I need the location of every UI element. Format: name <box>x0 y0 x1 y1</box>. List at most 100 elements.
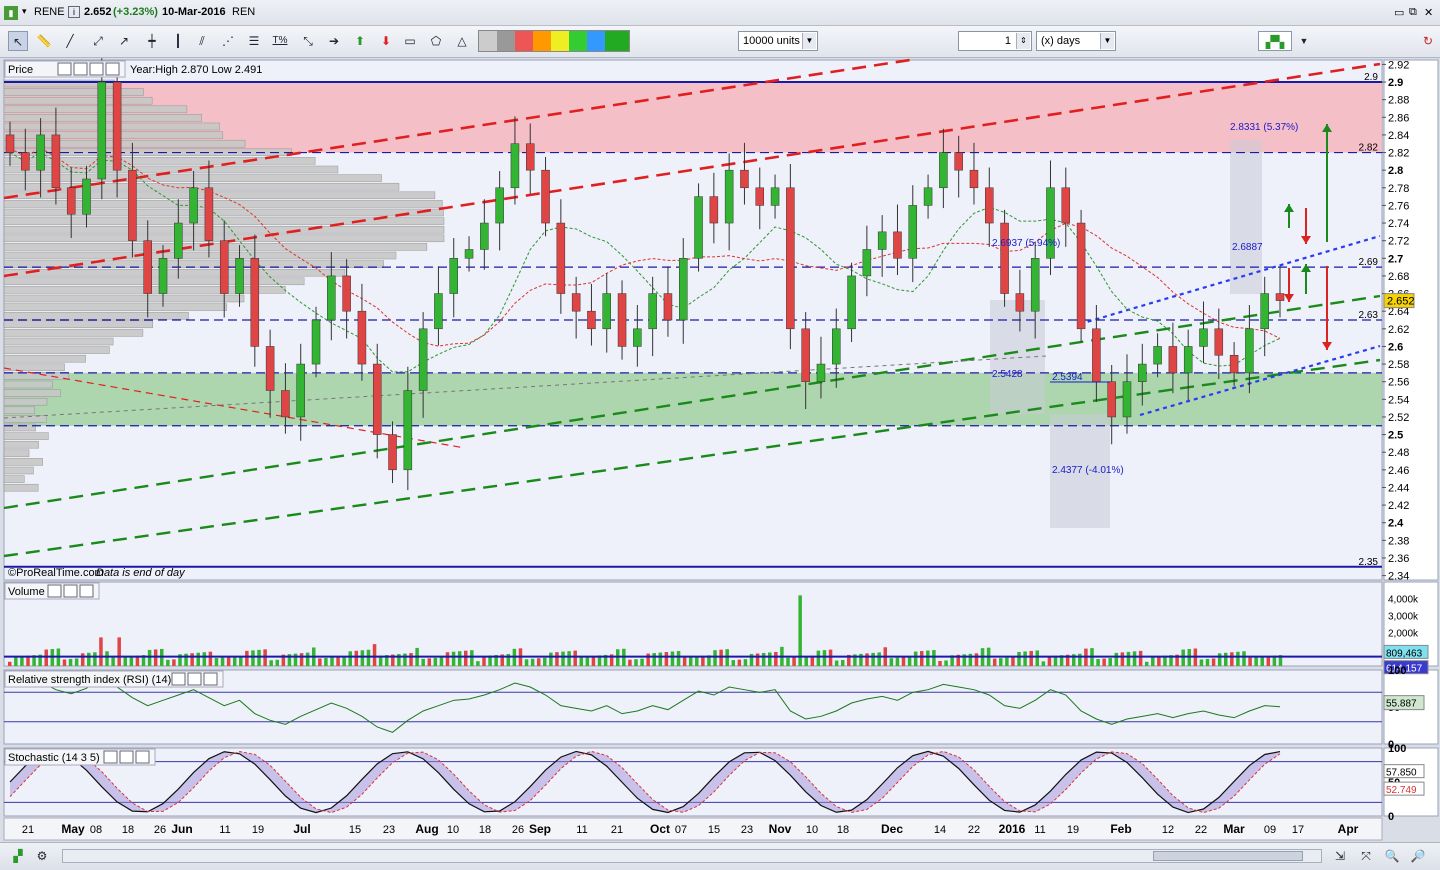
period-unit-select[interactable]: (x) days ▼ <box>1036 31 1116 51</box>
end-of-day-note: Data is end of day <box>96 567 186 579</box>
moving-average-red <box>9 147 1281 347</box>
extended-line-icon[interactable]: ⤢ <box>93 34 103 48</box>
stepper-icon[interactable]: ⇕ <box>1016 33 1030 49</box>
signal-arrow-head <box>1284 294 1294 302</box>
period-input[interactable]: 1 ⇕ <box>958 31 1032 51</box>
rsi-tag: 55.887 <box>1386 699 1417 710</box>
volume-bar <box>1236 651 1240 666</box>
volume-bar <box>579 656 584 666</box>
trend-line <box>1139 344 1381 417</box>
zoom-auto-icon[interactable]: ⇲ <box>1334 849 1346 863</box>
volume-bar <box>816 650 821 666</box>
arrow-right-icon[interactable]: ➔ <box>328 34 340 48</box>
candle-body <box>939 152 948 189</box>
chevron-down-icon[interactable]: ▼ <box>1100 33 1114 49</box>
price-annotation: 2.8331 (5.37%) <box>1230 122 1298 133</box>
polygon-icon[interactable]: ⬠ <box>430 34 442 48</box>
volume-bar <box>232 656 237 666</box>
channel-icon[interactable]: ⫽ <box>199 34 205 48</box>
ray-icon[interactable]: ↗ <box>118 34 130 48</box>
volume-profile-bar <box>3 191 436 200</box>
ruler-icon[interactable]: 📏 <box>36 34 52 48</box>
volume-bar <box>433 657 438 666</box>
candle-body <box>663 293 673 321</box>
volume-profile-bar <box>3 88 144 96</box>
candle-body <box>327 275 336 321</box>
volume-bar <box>1102 658 1106 666</box>
units-select-value: 10000 units <box>743 35 800 47</box>
indicator-menu-chevron-icon[interactable]: ▼ <box>1299 36 1309 46</box>
projection-icon[interactable]: ⤡ <box>303 34 313 48</box>
info-icon[interactable]: i <box>68 6 80 18</box>
indicator-menu-icon[interactable]: ▞▚ <box>1258 31 1292 51</box>
candle-body <box>1153 346 1162 365</box>
price-tick-label: 2.34 <box>1388 571 1409 583</box>
volume-bar <box>652 653 656 666</box>
chart-canvas[interactable]: 2.92 2.9 2.88 2.86 2.84 2.82 2.8 2.78 2.76 2.74 2.… <box>0 58 1440 842</box>
x-axis-label: 10 <box>447 824 459 836</box>
units-select[interactable]: 10000 units ▼ <box>738 31 818 51</box>
scrollbar-thumb[interactable] <box>1153 851 1303 861</box>
volume-profile-bar <box>3 243 428 251</box>
chevron-down-icon[interactable]: ▼ <box>802 33 816 49</box>
volume-profile-bar <box>3 320 154 329</box>
triangle-icon[interactable]: △ <box>457 34 467 48</box>
zoom-out-icon[interactable]: 🔎 <box>1410 849 1426 863</box>
price-tick-label: 2.5 <box>1388 430 1403 442</box>
zoom-in-icon[interactable]: 🔍 <box>1384 849 1400 863</box>
zoom-fit-icon[interactable]: ⤧ <box>1361 849 1371 863</box>
symbol-label[interactable]: RENE <box>34 6 65 18</box>
volume-bar <box>555 652 559 666</box>
fibonacci-icon[interactable]: ☰ <box>248 34 260 48</box>
volume-profile-bar <box>3 182 400 191</box>
candle-body <box>97 81 107 180</box>
menu-chevron-icon[interactable]: ▾ <box>22 6 27 16</box>
candle-body <box>36 134 45 171</box>
restore-icon[interactable]: ⧉ <box>1409 6 1417 18</box>
chart-type-icon[interactable]: ▞ <box>13 849 23 863</box>
volume-bar <box>14 656 18 666</box>
volume-bar <box>1230 652 1234 666</box>
stochastic-panel-title: Stochastic (14 3 5) <box>8 752 100 764</box>
candle-body <box>1000 222 1009 294</box>
window-title-bar: ▮ ▾ RENE i 2.652 (+3.23%) 10-Mar-2016 RE… <box>0 0 1440 26</box>
add-indicator-icon[interactable]: ⚙ <box>36 849 48 863</box>
refresh-icon[interactable]: ↻ <box>1422 34 1434 48</box>
volume-bar <box>658 652 663 666</box>
price-tick-label: 2.88 <box>1388 95 1409 107</box>
candle-body <box>1122 381 1132 418</box>
pointer-icon[interactable]: ↖ <box>8 31 28 51</box>
arrow-down-icon[interactable]: ⬇ <box>380 34 392 48</box>
horizontal-line-icon[interactable]: ┿ <box>148 34 156 48</box>
color-palette-icon[interactable] <box>478 30 630 52</box>
x-axis-label: Feb <box>1110 822 1131 836</box>
volume-bar <box>1199 659 1204 666</box>
volume-bar <box>907 656 912 666</box>
volume-bar <box>1059 655 1064 666</box>
signal-arrow-head <box>1322 342 1332 350</box>
volume-bar <box>1205 658 1210 666</box>
rsi-panel-title: Relative strength index (RSI) (14) <box>8 674 171 686</box>
percent-icon[interactable]: T% <box>272 35 288 46</box>
volume-profile-bar <box>3 268 346 277</box>
rectangle-icon[interactable]: ▭ <box>404 34 416 48</box>
volume-bar <box>676 651 681 666</box>
fan-icon[interactable]: ⋰ <box>222 34 234 48</box>
minimize-icon[interactable]: ▭ <box>1394 7 1405 19</box>
horizontal-scrollbar[interactable] <box>62 849 1322 863</box>
close-icon[interactable]: ✕ <box>1424 7 1434 19</box>
volume-bar <box>99 637 103 666</box>
volume-profile-bar <box>3 139 246 148</box>
vertical-line-icon[interactable]: ┃ <box>174 34 182 48</box>
candle-body <box>541 169 550 224</box>
arrow-up-icon[interactable]: ⬆ <box>354 34 366 48</box>
volume-bar <box>585 656 590 666</box>
exchange-code: REN <box>232 6 256 18</box>
volume-profile-bar <box>3 311 189 320</box>
volume-bar <box>105 651 109 666</box>
candle-body <box>1046 187 1055 259</box>
volume-tick-label: 2,000k <box>1388 628 1419 639</box>
x-axis-label: Dec <box>881 822 903 836</box>
trendline-icon[interactable]: ╱ <box>66 34 74 48</box>
volume-bar <box>281 654 286 666</box>
